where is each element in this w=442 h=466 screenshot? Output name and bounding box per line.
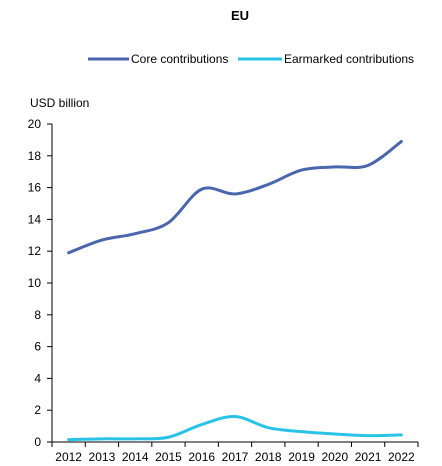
y-tick-label: 16 [28,181,42,195]
y-tick-label: 0 [34,435,41,449]
x-axis: 2012 2013 2014 2015 2016 2017 2018 2019 2020 2021… [51,441,419,464]
legend-label: Core contributions [131,52,228,66]
legend-label: Earmarked contributions [284,52,414,66]
x-tick-label: 2021 [355,450,382,464]
chart-title: EU [231,8,249,23]
series-line-core [67,139,403,255]
y-tick-label: 8 [34,308,41,322]
y-tick-label: 14 [28,212,42,226]
series-line-earmarked [67,415,403,442]
y-tick-label: 10 [28,276,42,290]
x-tick-label: 2012 [55,450,82,464]
y-axis-label: USD billion [30,96,89,110]
x-tick-label: 2014 [122,450,149,464]
y-tick-label: 4 [34,371,41,385]
y-axis: 0 2 4 6 8 10 12 14 16 18 20 [28,117,53,449]
legend: Core contributions Earmarked contribution… [88,52,414,66]
y-tick-label: 20 [28,117,42,131]
x-tick-label: 2018 [255,450,282,464]
series-lines [67,139,403,442]
y-tick-label: 18 [28,149,42,163]
x-tick-label: 2013 [89,450,116,464]
x-tick-label: 2017 [222,450,249,464]
x-tick-label: 2015 [155,450,182,464]
x-tick-label: 2022 [388,450,415,464]
x-tick-label: 2020 [321,450,348,464]
y-tick-label: 12 [28,244,42,258]
x-tick-label: 2016 [188,450,215,464]
x-tick-label: 2019 [288,450,315,464]
y-tick-label: 6 [34,340,41,354]
y-tick-label: 2 [34,403,41,417]
